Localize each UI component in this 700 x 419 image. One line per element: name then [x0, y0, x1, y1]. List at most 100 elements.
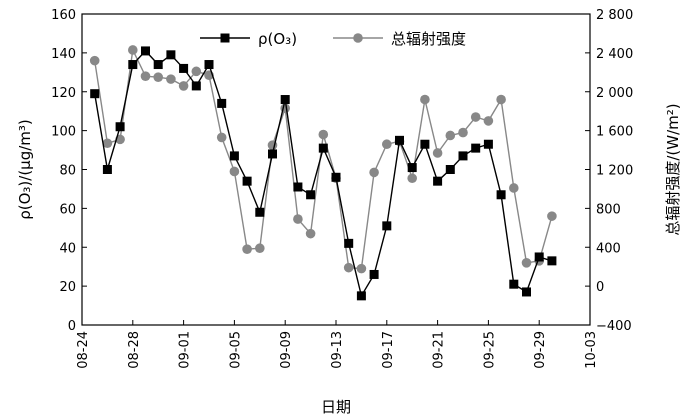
data-point	[407, 163, 417, 173]
x-tick-label: 10-03	[584, 331, 599, 369]
data-point	[433, 176, 443, 186]
data-point	[445, 130, 456, 141]
data-point	[141, 46, 150, 56]
y-tick-label: 80	[59, 164, 76, 179]
data-point	[483, 139, 493, 149]
x-tick-label: 09-17	[381, 331, 396, 369]
data-point	[128, 45, 138, 55]
legend-label: ρ(O₃)	[258, 30, 297, 48]
data-point	[369, 167, 379, 178]
data-point	[217, 98, 227, 108]
x-axis-title: 日期	[321, 398, 351, 416]
data-point	[255, 207, 265, 217]
data-point	[509, 279, 519, 289]
data-point	[254, 243, 265, 254]
data-point	[191, 81, 201, 91]
series-line	[94, 49, 553, 298]
data-point	[293, 182, 303, 192]
data-point	[306, 190, 316, 200]
y-tick-label: 60	[59, 202, 76, 217]
data-point	[229, 166, 240, 177]
data-point	[509, 183, 519, 193]
data-point	[382, 139, 392, 150]
data-point	[470, 112, 481, 122]
data-point	[115, 122, 125, 132]
x-tick-label: 08-24	[76, 331, 91, 369]
data-point	[458, 127, 468, 138]
data-point	[344, 238, 354, 248]
data-point	[458, 151, 468, 161]
y-tick-label: 120	[51, 86, 76, 101]
data-point	[483, 116, 494, 126]
data-point	[89, 55, 100, 66]
data-point	[343, 262, 354, 273]
data-point	[547, 211, 557, 221]
data-point	[496, 190, 506, 200]
data-point	[204, 60, 214, 70]
data-point	[432, 148, 443, 158]
x-tick-label: 09-05	[228, 331, 243, 369]
series-line	[94, 47, 553, 270]
data-point	[280, 95, 290, 105]
y-tick-label: 100	[51, 125, 76, 140]
y2-tick-label: −400	[596, 319, 632, 334]
data-point	[268, 149, 277, 159]
data-point	[179, 63, 189, 73]
x-tick-label: 09-25	[482, 331, 497, 369]
data-point	[420, 94, 430, 105]
data-point	[153, 72, 163, 82]
y-axis-title: ρ(O₃)/(μg/m³)	[16, 119, 34, 220]
y2-axis-title: 总辐射强度/(W/m²)	[664, 103, 682, 235]
data-point	[216, 132, 227, 143]
data-point	[102, 138, 113, 149]
y2-tick-label: 1 600	[596, 125, 633, 140]
data-point	[445, 165, 455, 174]
data-point	[407, 173, 418, 184]
y-tick-label: 160	[51, 8, 76, 23]
x-tick-label: 09-21	[432, 331, 447, 369]
x-tick-label: 09-13	[330, 331, 345, 369]
x-tick-label: 09-01	[178, 331, 193, 369]
data-point	[534, 252, 544, 262]
data-point	[191, 66, 202, 77]
y-tick-label: 40	[59, 241, 76, 256]
y2-tick-label: 800	[596, 202, 621, 217]
y2-tick-label: 2 000	[596, 86, 633, 101]
data-point	[166, 74, 176, 84]
data-point	[547, 256, 557, 266]
data-point	[356, 291, 366, 301]
data-point	[521, 258, 532, 268]
legend-marker	[220, 33, 230, 43]
data-point	[318, 143, 328, 153]
data-point	[102, 165, 112, 174]
data-point	[90, 89, 100, 99]
y-tick-label: 140	[51, 47, 76, 62]
data-point	[331, 172, 341, 182]
y2-tick-label: 1 200	[596, 164, 633, 179]
y-tick-label: 20	[59, 280, 76, 295]
data-point	[318, 129, 329, 140]
data-point	[166, 50, 176, 60]
y-tick-label: 0	[68, 319, 76, 334]
data-point	[382, 221, 392, 231]
legend-label: 总辐射强度	[391, 30, 466, 48]
data-point	[229, 151, 239, 161]
data-point	[242, 176, 252, 186]
series-layer	[89, 45, 557, 301]
data-point	[140, 71, 151, 81]
data-point	[128, 60, 138, 70]
data-point	[305, 228, 316, 239]
data-point	[242, 244, 252, 254]
data-point	[522, 287, 531, 297]
data-point	[395, 135, 404, 145]
data-point	[471, 143, 481, 153]
data-point	[420, 139, 430, 149]
legend-marker	[353, 33, 363, 43]
data-point	[153, 60, 163, 70]
x-tick-label: 09-09	[279, 331, 294, 369]
data-point	[369, 269, 379, 279]
data-point	[293, 214, 303, 224]
data-point	[356, 263, 367, 274]
data-point	[496, 94, 506, 105]
